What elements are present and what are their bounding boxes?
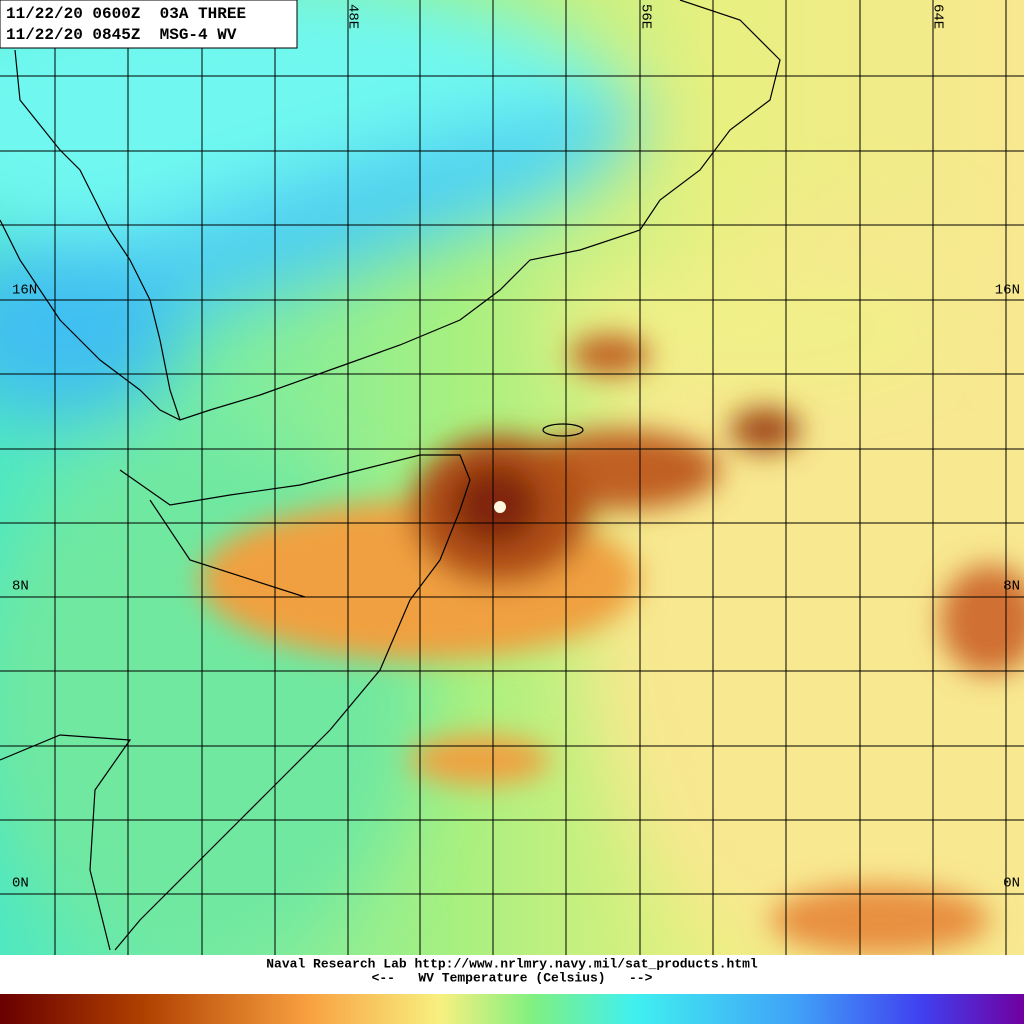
imagery [0,0,1024,994]
lat-label: 16N [12,283,37,299]
header-line: 11/22/20 0845Z MSG-4 WV [6,26,237,44]
coastlines [0,0,781,951]
lat-label: 8N [12,579,29,595]
lat-labels: 16N 8N 0N 16N 8N 0N [12,283,1020,892]
lon-label: 64E [929,4,945,29]
lat-label: 0N [12,876,29,892]
lon-labels: 48E 56E 64E [344,4,945,29]
lat-label: 0N [1003,876,1020,892]
lat-label: 16N [995,283,1020,299]
header-box: 11/22/20 0600Z 03A THREE 11/22/20 0845Z … [0,0,298,49]
footer: Naval Research Lab http://www.nrlmry.nav… [0,955,1024,994]
lon-label: 48E [344,4,360,29]
colorbar [0,994,1024,1024]
lat-lon-grid [0,0,1024,955]
lat-label: 8N [1003,579,1020,595]
colorbar-title: <-- WV Temperature (Celsius) --> [372,970,653,985]
lon-label: 56E [637,4,653,29]
footer-credit: Naval Research Lab http://www.nrlmry.nav… [266,956,758,971]
header-line: 11/22/20 0600Z 03A THREE [6,5,246,23]
